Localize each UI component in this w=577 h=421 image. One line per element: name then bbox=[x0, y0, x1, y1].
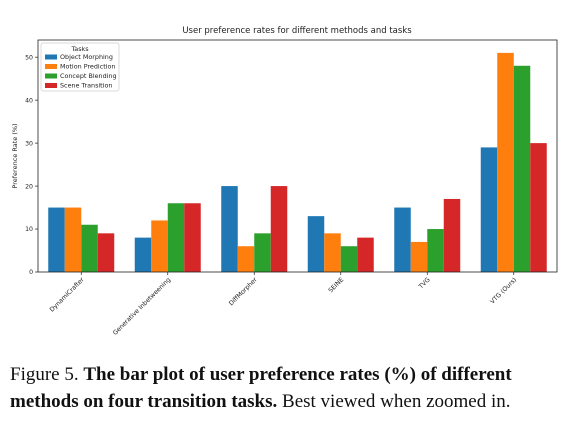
y-tick-label-1: 10 bbox=[25, 226, 33, 233]
legend-title: Tasks bbox=[70, 45, 89, 53]
bar-2-3 bbox=[340, 246, 358, 272]
x-ticks: DynamiCrafter Generative Inbetweening Diff… bbox=[49, 272, 518, 337]
plot-frame bbox=[37, 39, 558, 273]
x-tick-label-2: DiffMorpher bbox=[228, 276, 259, 307]
caption-label: Figure 5. bbox=[10, 364, 79, 385]
bar-2-5 bbox=[513, 65, 531, 272]
bar-2-0 bbox=[81, 224, 98, 272]
bar-1-3 bbox=[324, 233, 341, 272]
bars-group bbox=[48, 52, 547, 272]
legend-swatch-3 bbox=[45, 83, 57, 88]
y-axis-label: Preference Rate (%) bbox=[11, 123, 19, 188]
bar-1-4 bbox=[410, 241, 428, 272]
y-tick-label-2: 20 bbox=[25, 183, 33, 190]
bar-3-0 bbox=[97, 233, 115, 272]
y-ticks: 0 10 20 30 40 50 bbox=[25, 54, 38, 276]
y-tick-label-0: 0 bbox=[29, 269, 33, 276]
bar-1-2 bbox=[237, 246, 255, 272]
legend-box bbox=[40, 42, 120, 92]
chart-title: User preference rates for different meth… bbox=[182, 26, 412, 36]
bar-0-4 bbox=[394, 207, 411, 272]
bar-0-1 bbox=[134, 237, 152, 272]
legend-label-2: Concept Blending bbox=[60, 72, 117, 80]
bar-3-4 bbox=[443, 198, 461, 272]
figure-caption: Figure 5. The bar plot of user preferenc… bbox=[10, 361, 570, 415]
legend-swatch-1 bbox=[45, 64, 57, 69]
bar-3-5 bbox=[530, 143, 547, 272]
y-tick-label-4: 40 bbox=[25, 97, 33, 104]
legend: Tasks Object Morphing Motion PredictionCo… bbox=[40, 42, 120, 92]
legend-label-3: Scene Transition bbox=[60, 82, 112, 90]
x-tick-label-5: VTG (Ours) bbox=[489, 276, 518, 305]
bar-1-0 bbox=[64, 207, 82, 272]
bar-0-0 bbox=[48, 207, 65, 272]
bar-1-5 bbox=[497, 52, 514, 272]
bar-3-2 bbox=[270, 186, 288, 272]
legend-swatch-0 bbox=[45, 54, 57, 60]
legend-label-0: Object Morphing bbox=[60, 53, 113, 61]
bar-3-3 bbox=[357, 237, 374, 272]
x-tick-label-4: TVG bbox=[417, 276, 432, 291]
y-tick-label-5: 50 bbox=[25, 54, 33, 61]
bar-3-1 bbox=[184, 203, 201, 272]
bar-0-2 bbox=[221, 186, 238, 272]
y-tick-label-3: 30 bbox=[25, 140, 33, 147]
bar-2-1 bbox=[167, 203, 185, 272]
bar-0-3 bbox=[307, 216, 325, 272]
x-tick-label-0: DynamiCrafter bbox=[49, 276, 86, 313]
legend-swatch-2 bbox=[45, 73, 57, 79]
caption-bold: The bar plot of user preference rates (%… bbox=[10, 364, 512, 412]
x-tick-label-1: Generative Inbetweening bbox=[112, 276, 172, 336]
x-tick-label-3: SEINE bbox=[327, 276, 345, 294]
bar-1-1 bbox=[151, 220, 168, 272]
caption-rest: Best viewed when zoomed in. bbox=[282, 391, 511, 412]
bar-2-2 bbox=[254, 233, 271, 272]
bar-chart: User preference rates for different meth… bbox=[11, 26, 558, 337]
bar-2-4 bbox=[427, 229, 444, 272]
legend-label-1: Motion Prediction bbox=[60, 63, 115, 71]
bar-0-5 bbox=[480, 147, 498, 272]
